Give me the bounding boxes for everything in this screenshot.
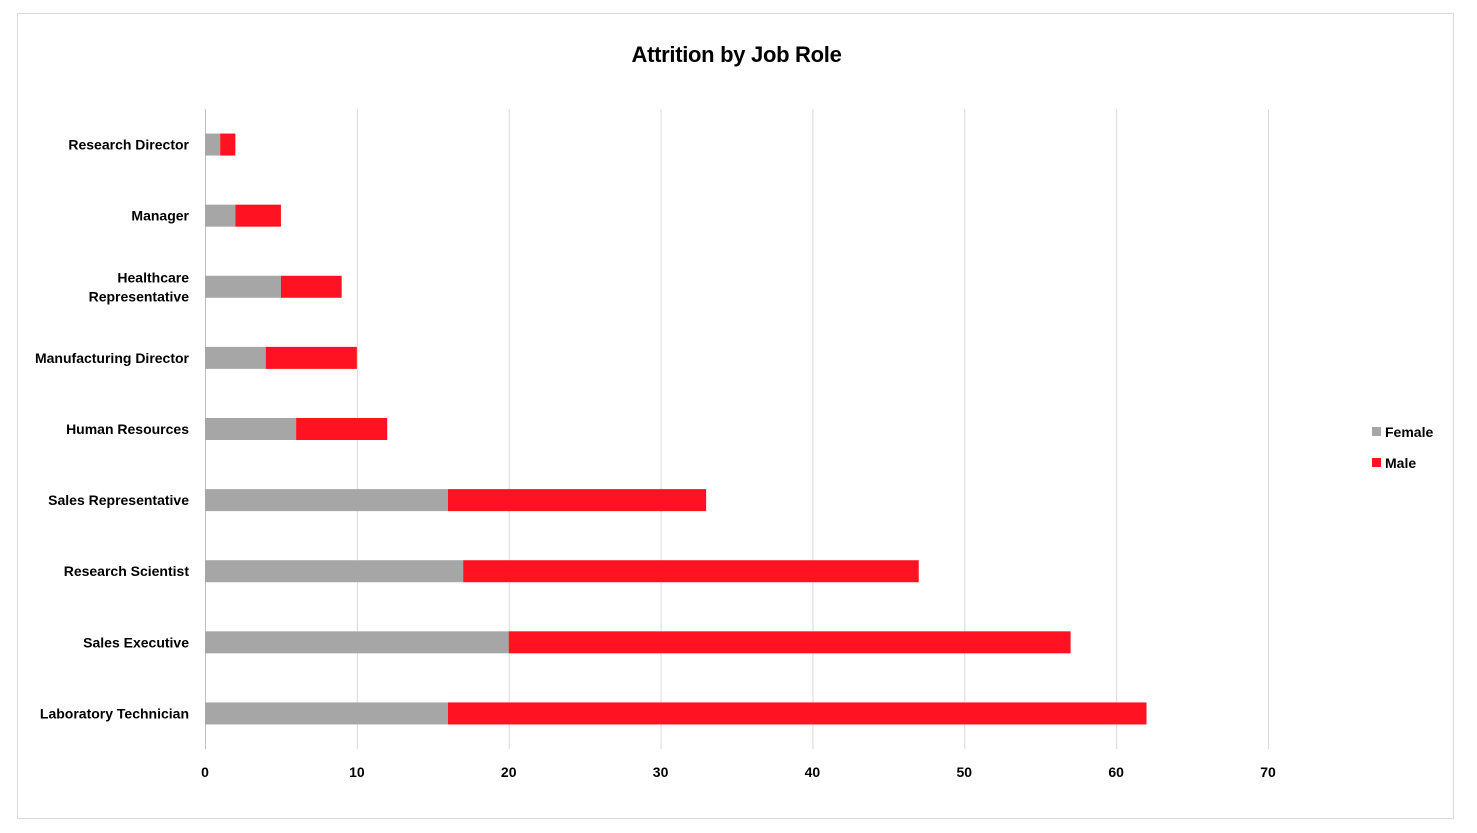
bar-female-research-director [205, 133, 221, 156]
bar-female-research-scientist [205, 560, 464, 583]
bar-male-healthcare-representative [280, 275, 342, 298]
bar-male-laboratory-technician [447, 702, 1147, 725]
bar-male-human-resources [296, 418, 388, 440]
legend-item-male: Male [1372, 447, 1433, 478]
plot-area: Research Director Manager Healthcare Repres… [35, 109, 1276, 780]
bar-female-manufacturing-director [205, 346, 266, 369]
x-tick-label: 10 [349, 764, 365, 780]
bar-female-sales-representative [205, 489, 448, 512]
x-tick-label: 40 [805, 764, 821, 780]
legend-swatch [1372, 427, 1381, 436]
bar-male-research-director [220, 133, 236, 156]
bar-female-healthcare-representative [205, 275, 281, 298]
category-label: Laboratory Technician [40, 705, 189, 721]
category-label: Human Resources [66, 421, 189, 437]
bar-male-sales-executive [508, 631, 1071, 654]
value-axis-labels: 0 10 20 30 40 50 60 70 [201, 764, 1276, 780]
legend-item-female: Female [1372, 416, 1433, 447]
category-label: Sales Representative [48, 492, 189, 508]
bar-female-human-resources [205, 418, 297, 440]
category-label: Sales Executive [83, 634, 189, 650]
category-label: Manufacturing Director [35, 350, 190, 366]
bar-female-manager [205, 204, 236, 227]
bar-male-manufacturing-director [265, 346, 357, 369]
category-label: Healthcare Representative [89, 269, 190, 304]
bar-female-laboratory-technician [205, 702, 448, 725]
x-tick-label: 30 [653, 764, 669, 780]
legend-label: Female [1385, 423, 1434, 440]
bar-female-sales-executive [205, 631, 509, 654]
x-tick-label: 0 [201, 764, 209, 780]
category-label: Research Director [68, 137, 189, 153]
bar-male-manager [235, 204, 281, 227]
category-axis-labels: Research Director Manager Healthcare Repres… [35, 137, 190, 722]
x-tick-label: 20 [501, 764, 517, 780]
category-label: Research Scientist [64, 563, 190, 579]
bars [205, 133, 1147, 725]
category-label: Manager [131, 208, 189, 224]
x-tick-label: 50 [956, 764, 972, 780]
chart-title: Attrition by Job Role [631, 42, 842, 67]
bar-male-research-scientist [463, 560, 919, 583]
x-tick-label: 70 [1260, 764, 1276, 780]
chart-frame: Attrition by Job Role Research Director M… [17, 13, 1454, 819]
legend-swatch [1372, 458, 1381, 467]
legend-label: Male [1385, 454, 1417, 471]
x-tick-label: 60 [1108, 764, 1124, 780]
bar-male-sales-representative [447, 489, 707, 512]
legend: Female Male [1372, 416, 1433, 478]
